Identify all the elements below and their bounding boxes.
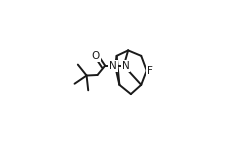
Text: N: N (109, 61, 117, 71)
Text: F: F (147, 66, 153, 76)
Text: N: N (122, 61, 129, 71)
Text: O: O (92, 51, 100, 61)
